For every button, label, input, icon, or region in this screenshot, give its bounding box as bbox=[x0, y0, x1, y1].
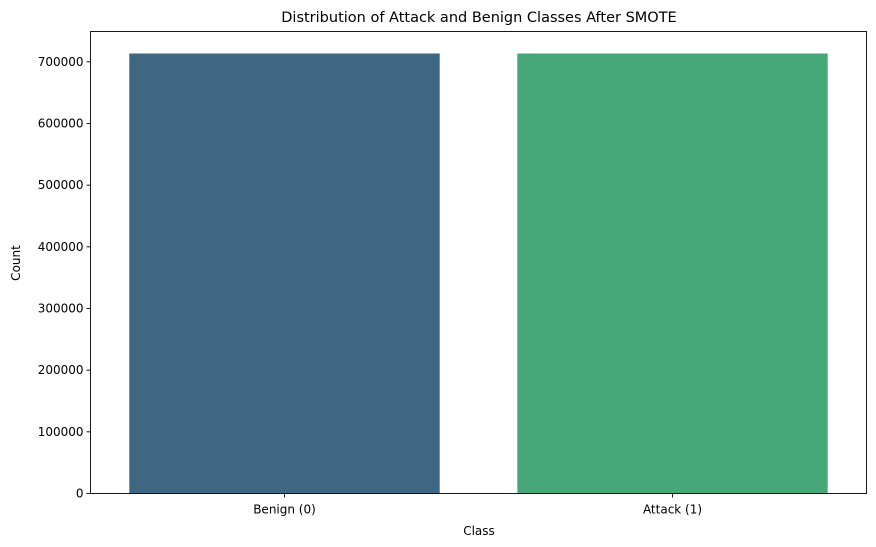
chart-title: Distribution of Attack and Benign Classe… bbox=[281, 10, 676, 26]
bar-1 bbox=[517, 53, 828, 494]
y-tick-label: 0 bbox=[76, 487, 84, 501]
bar-0 bbox=[129, 53, 440, 494]
x-tick-label: Attack (1) bbox=[643, 503, 702, 517]
plot-frame bbox=[90, 31, 867, 494]
y-tick-label: 400000 bbox=[38, 240, 84, 254]
y-axis-ticks: 0 100000 200000 300000 400000 500000 600000 700… bbox=[38, 55, 91, 501]
x-axis-label: Class bbox=[463, 524, 495, 538]
y-tick-label: 700000 bbox=[38, 55, 84, 69]
y-tick-label: 200000 bbox=[38, 363, 84, 377]
bars bbox=[129, 53, 828, 494]
y-axis-label: Count bbox=[9, 245, 23, 281]
y-tick-label: 100000 bbox=[38, 425, 84, 439]
y-tick-label: 500000 bbox=[38, 178, 84, 192]
x-axis-ticks: Benign (0) Attack (1) bbox=[253, 493, 702, 517]
x-tick-label: Benign (0) bbox=[253, 503, 316, 517]
y-tick-label: 600000 bbox=[38, 116, 84, 130]
y-tick-label: 300000 bbox=[38, 301, 84, 315]
